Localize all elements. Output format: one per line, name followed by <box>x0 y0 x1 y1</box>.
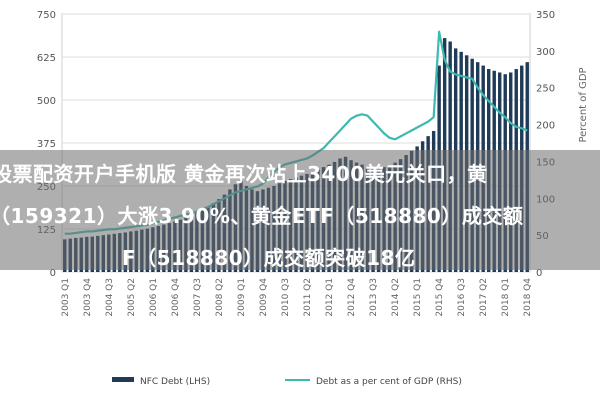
x-tick-label: 2006 Q1 <box>149 278 159 317</box>
left-tick-label: 750 <box>37 10 56 21</box>
x-tick-label: 2011 Q2 <box>303 278 313 317</box>
x-tick-label: 2012 Q1 <box>325 278 335 317</box>
x-tick-label: 2018 Q4 <box>523 278 533 317</box>
x-tick-label: 2009 Q1 <box>237 278 247 317</box>
x-tick-label: 2014 Q2 <box>391 278 401 317</box>
x-tick-label: 2006 Q4 <box>171 278 181 317</box>
right-tick-label: 200 <box>536 121 555 132</box>
x-tick-label: 2015 Q1 <box>413 278 423 317</box>
x-tick-label: 2016 Q3 <box>457 278 467 317</box>
left-tick-label: 0 <box>50 268 56 279</box>
x-tick-label: 2018 Q1 <box>501 278 511 317</box>
right-tick-label: 300 <box>536 47 555 58</box>
x-tick-label: 2017 Q2 <box>479 278 489 317</box>
legend: NFC Debt (LHS) Debt as a per cent of GDP… <box>112 377 462 387</box>
x-tick-label: 2012 Q4 <box>347 278 357 317</box>
x-tick-label: 2004 Q3 <box>105 278 115 317</box>
x-tick-label: 2010 Q3 <box>281 278 291 317</box>
right-tick-label: 250 <box>536 84 555 95</box>
legend-label-nfc-debt: NFC Debt (LHS) <box>140 377 210 387</box>
x-tick-label: 2015 Q4 <box>435 278 445 317</box>
legend-swatch-nfc-debt <box>112 377 134 382</box>
right-axis-title: Percent of GDP <box>578 67 589 142</box>
headline-line-3: F（518880）成交额突破18亿 <box>122 246 416 270</box>
left-tick-label: 500 <box>37 96 56 107</box>
x-tick-label: 2013 Q3 <box>369 278 379 317</box>
right-tick-label: 0 <box>536 268 542 279</box>
left-tick-label: 625 <box>37 53 56 64</box>
headline-line-1: 股票配资开户手机版 黄金再次站上3400美元关口，黄 <box>0 162 488 186</box>
legend-label-debt-gdp: Debt as a per cent of GDP (RHS) <box>316 377 462 387</box>
x-axis: 2003 Q1 2003 Q4 2004 Q3 2005 Q2 2006 Q1 2006 … <box>61 278 533 317</box>
x-tick-label: 2007 Q3 <box>193 278 203 317</box>
left-tick-label: 375 <box>37 139 56 150</box>
right-tick-label: 350 <box>536 10 555 21</box>
x-tick-label: 2005 Q2 <box>127 278 137 317</box>
x-tick-label: 2009 Q4 <box>259 278 269 317</box>
headline-overlay: 股票配资开户手机版 黄金再次站上3400美元关口，黄 （159321）大涨3.9… <box>0 150 600 270</box>
x-tick-label: 2008 Q2 <box>215 278 225 317</box>
headline-line-2: （159321）大涨3.90%、黄金ETF（518880）成交额 <box>0 204 524 228</box>
x-tick-label: 2003 Q1 <box>61 278 71 317</box>
x-tick-label: 2003 Q4 <box>83 278 93 317</box>
